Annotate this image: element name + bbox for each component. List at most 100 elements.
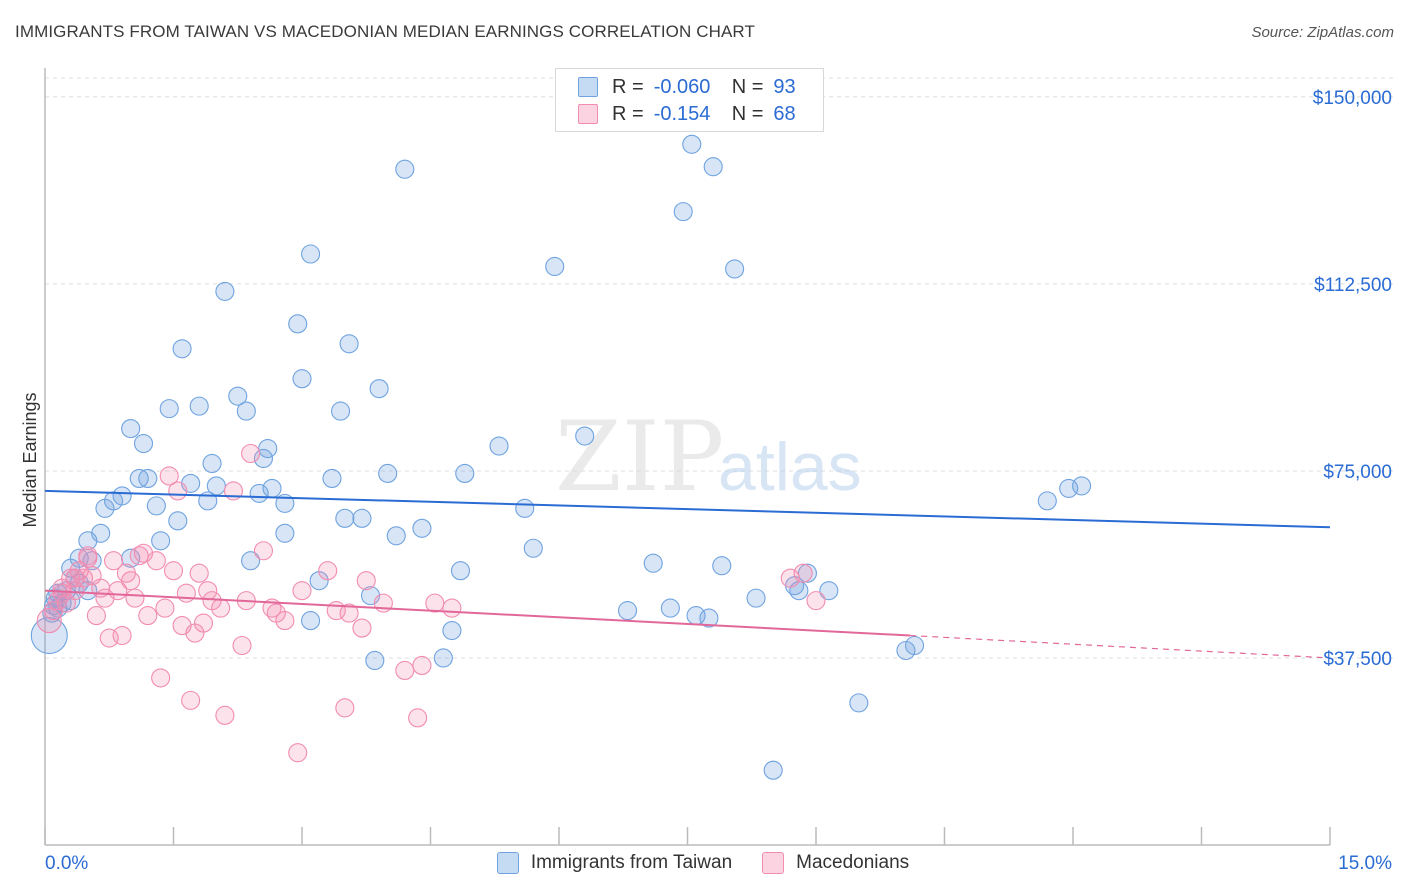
point-taiwan [236,401,256,421]
point-macedonian [253,541,274,561]
point-macedonian [215,705,235,725]
point-macedonian [159,466,179,486]
point-taiwan [725,259,745,279]
point-taiwan [330,401,351,421]
legend-swatch-taiwan [496,852,519,874]
point-taiwan [433,648,453,668]
point-taiwan [523,538,543,558]
point-macedonian [168,481,188,501]
point-taiwan [301,244,321,264]
point-taiwan [30,616,68,655]
point-taiwan [450,561,471,581]
trend-lines [44,489,1331,659]
point-taiwan [275,493,295,513]
point-taiwan [386,526,406,546]
y-tick-label: $75,000 [1323,462,1392,483]
point-taiwan [275,523,295,543]
legend-item-taiwan[interactable]: Immigrants from Taiwan [496,852,733,874]
point-macedonian [176,583,196,603]
point-taiwan [369,379,389,399]
point-taiwan [442,620,462,641]
point-macedonian [103,551,124,571]
point-taiwan [288,314,308,334]
y-axis-label: Median Earnings [20,392,40,527]
point-taiwan [819,581,839,601]
point-macedonian [318,561,338,581]
point-taiwan [660,598,680,618]
point-taiwan [673,202,693,222]
point-macedonian [425,593,445,613]
legend-r-label: R = [612,75,644,98]
y-tick-label: $150,000 [1313,88,1392,109]
axes [44,68,1331,846]
point-macedonian [78,546,98,566]
point-macedonian [275,611,295,631]
point-taiwan [365,650,385,671]
point-macedonian [36,608,62,634]
x-tick-label-max: 15.0% [1338,853,1392,874]
legend-label-taiwan: Immigrants from Taiwan [530,852,733,873]
trend-line-macedonian-dashed [910,634,1331,659]
point-macedonian [442,598,462,618]
point-macedonian [288,743,308,763]
point-taiwan [159,399,179,419]
watermark: ZIP atlas [555,401,862,513]
point-macedonian [356,571,376,591]
point-taiwan [146,496,166,516]
point-macedonian [232,635,252,656]
point-macedonian [65,568,85,588]
watermark-atlas: atlas [718,429,862,505]
legend-swatch-macedonians [762,852,785,874]
point-taiwan [112,486,132,506]
y-tick-label: $37,500 [1323,649,1392,670]
point-macedonian [339,603,359,623]
legend-row-taiwan: R = -0.060 N = 93 [578,74,796,100]
chart-title: IMMIGRANTS FROM TAIWAN VS MACEDONIAN MED… [15,22,755,41]
legend-r-value: -0.154 [653,102,711,125]
point-taiwan [335,508,355,528]
point-taiwan [515,498,535,518]
point-macedonian [138,606,158,626]
point-taiwan [322,468,342,488]
legend-r-value: -0.060 [653,75,711,98]
point-taiwan [258,438,278,459]
point-taiwan [121,419,141,439]
point-taiwan [904,635,925,656]
legend-label-macedonians: Macedonians [796,852,910,873]
source-label: Source: ZipAtlas.com [1251,24,1394,41]
point-taiwan [378,463,398,483]
point-macedonian [793,563,813,583]
legend-n-label: N = [731,102,764,125]
point-macedonian [412,655,432,676]
point-macedonian [193,613,214,633]
point-taiwan [168,511,188,531]
point-macedonian [121,571,141,591]
point-taiwan [339,334,359,354]
point-taiwan [241,551,261,571]
point-taiwan [91,523,111,543]
point-taiwan [746,588,766,608]
point-macedonian [211,598,231,618]
point-macedonian [151,668,171,688]
point-taiwan [575,426,595,446]
point-taiwan [617,601,638,621]
point-taiwan [682,134,702,154]
legend-n-label: N = [731,75,764,98]
legend-swatch-taiwan [578,77,598,97]
point-taiwan [712,556,732,576]
legend-item-macedonians[interactable]: Macedonians [762,852,909,874]
point-taiwan [133,433,154,454]
point-taiwan [138,468,158,488]
point-macedonian [163,561,184,581]
point-macedonian [780,568,800,588]
point-taiwan [643,553,663,573]
trend-line-macedonian [44,589,911,637]
point-macedonian [806,591,826,611]
point-taiwan [352,508,372,528]
data-points [30,134,1092,780]
legend-swatch-macedonians [578,104,598,124]
point-taiwan [262,478,282,498]
point-macedonian [335,698,355,718]
stats-legend: R = -0.060 N = 93 R = -0.154 N = 68 [555,68,824,132]
legend-n-value: 93 [773,75,796,98]
